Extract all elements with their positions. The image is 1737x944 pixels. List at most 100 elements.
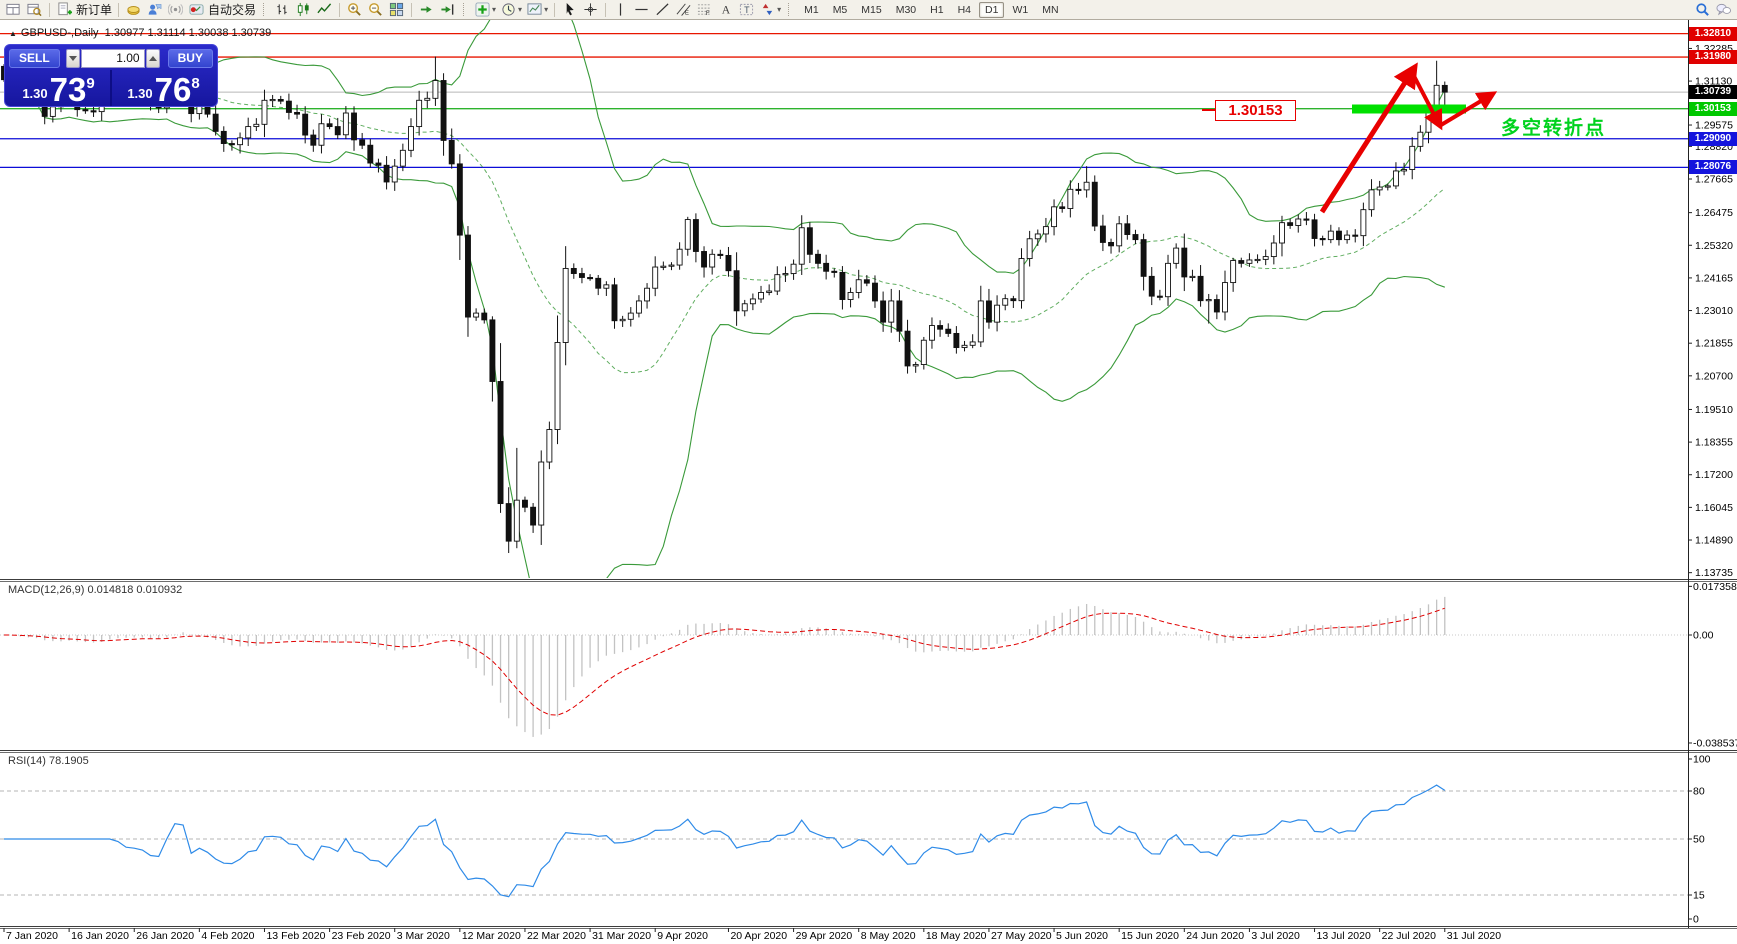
svg-text:100: 100 xyxy=(1693,754,1711,766)
main-price-panel xyxy=(0,20,1688,578)
fibonacci-icon[interactable]: F xyxy=(694,1,715,19)
autotrade-button[interactable]: 自动交易 xyxy=(186,1,258,19)
price-badge: 1.30739 xyxy=(1689,85,1737,99)
volume-input[interactable]: 1.00 xyxy=(80,48,145,68)
svg-text:15: 15 xyxy=(1693,890,1705,902)
chart-title: ▲ GBPUSD-,Daily 1.30977 1.31114 1.30038 1… xyxy=(9,27,271,39)
sell-button[interactable]: SELL xyxy=(9,48,60,68)
bounce-arrow xyxy=(1439,91,1498,127)
timeframe-m1[interactable]: M1 xyxy=(804,3,819,16)
svg-text:1.21855: 1.21855 xyxy=(1695,338,1733,350)
svg-text:1.23010: 1.23010 xyxy=(1695,305,1733,317)
chart-shift-icon[interactable] xyxy=(437,1,458,19)
timeframe-mn[interactable]: MN xyxy=(1042,3,1059,16)
crosshair-icon[interactable] xyxy=(580,1,601,19)
new-chart-icon[interactable] xyxy=(3,1,24,19)
search-icon[interactable] xyxy=(1692,1,1713,19)
chevron-down-icon[interactable]: ▾ xyxy=(492,5,497,14)
svg-text:15 Jun 2020: 15 Jun 2020 xyxy=(1121,930,1179,942)
bar-chart-icon[interactable] xyxy=(272,1,293,19)
chart-title-symbol: GBPUSD-,Daily xyxy=(20,27,99,39)
zoom-out-icon xyxy=(367,2,384,18)
community-icon[interactable] xyxy=(144,1,165,19)
svg-text:F: F xyxy=(706,10,710,17)
collapse-icon[interactable]: ▲ xyxy=(9,29,17,38)
chevron-down-icon[interactable]: ▾ xyxy=(544,5,549,14)
toolbar-separator xyxy=(554,2,556,17)
bollinger-upper-band xyxy=(3,20,1446,274)
macd-histogram xyxy=(11,596,1446,737)
periods-icon[interactable]: ▾ xyxy=(498,1,524,19)
fibonacci-icon: F xyxy=(696,2,713,18)
volume-increase-button[interactable] xyxy=(145,48,160,68)
indicators-icon[interactable]: ▾ xyxy=(472,1,498,19)
buy-price[interactable]: 1.30 76 8 xyxy=(114,70,213,106)
svg-text:50: 50 xyxy=(1693,834,1705,846)
zoom-out-icon[interactable] xyxy=(365,1,386,19)
news-icon[interactable] xyxy=(165,1,186,19)
autotrade-icon xyxy=(188,2,205,18)
chevron-down-icon[interactable]: ▾ xyxy=(777,5,782,14)
channel-icon[interactable]: E xyxy=(673,1,694,19)
bar-chart-icon xyxy=(274,2,291,18)
hline-icon[interactable] xyxy=(631,1,652,19)
sell-price[interactable]: 1.30 73 9 xyxy=(9,70,108,106)
news-icon xyxy=(167,2,184,18)
trendline-icon[interactable] xyxy=(652,1,673,19)
volume-decrease-button[interactable] xyxy=(65,48,80,68)
tile-windows-icon[interactable] xyxy=(386,1,407,19)
vline-icon[interactable] xyxy=(610,1,631,19)
auto-scroll-icon xyxy=(418,2,435,18)
indicators-icon xyxy=(474,2,491,18)
macd-signal-line xyxy=(3,607,1445,716)
svg-text:1.31130: 1.31130 xyxy=(1695,76,1732,88)
label-icon[interactable]: T xyxy=(736,1,757,19)
price-badge: 1.28076 xyxy=(1689,160,1737,174)
metaeditor-icon[interactable] xyxy=(123,1,144,19)
price-callout-label[interactable]: 1.30153 xyxy=(1215,100,1296,121)
svg-text:22 Jul 2020: 22 Jul 2020 xyxy=(1382,930,1436,942)
svg-text:16 Jan 2020: 16 Jan 2020 xyxy=(71,930,129,942)
chat-icon xyxy=(1715,2,1732,18)
svg-text:1.24165: 1.24165 xyxy=(1695,272,1733,284)
toolbar-separator xyxy=(411,2,413,17)
svg-text:T: T xyxy=(744,5,750,15)
chat-icon[interactable] xyxy=(1713,1,1734,19)
svg-text:22 Mar 2020: 22 Mar 2020 xyxy=(527,930,586,942)
new-chart-icon xyxy=(5,2,22,18)
sell-price-sup: 9 xyxy=(86,75,95,92)
timeframe-m5[interactable]: M5 xyxy=(832,3,848,16)
new-order-icon xyxy=(56,2,73,18)
new-order-button[interactable]: 新订单 xyxy=(54,1,114,19)
svg-text:1.14890: 1.14890 xyxy=(1695,535,1733,547)
timeframe-w1[interactable]: W1 xyxy=(1012,3,1029,16)
cursor-icon[interactable] xyxy=(559,1,580,19)
timeframe-h1[interactable]: H1 xyxy=(930,3,944,16)
timeframe-m15[interactable]: M15 xyxy=(861,3,882,16)
triangle-down-icon xyxy=(68,55,77,61)
templates-icon[interactable]: ▾ xyxy=(524,1,550,19)
vline-icon xyxy=(612,2,629,18)
price-badge: 1.29090 xyxy=(1689,132,1737,146)
macd-panel xyxy=(0,596,1688,737)
timeframe-d1[interactable]: D1 xyxy=(979,1,1005,18)
auto-scroll-icon[interactable] xyxy=(416,1,437,19)
buy-button[interactable]: BUY xyxy=(167,48,213,68)
cursor-icon xyxy=(561,2,578,18)
chevron-down-icon[interactable]: ▾ xyxy=(518,5,523,14)
text-icon[interactable]: A xyxy=(715,1,736,19)
turning-point-annotation[interactable]: 多空转折点 xyxy=(1501,118,1607,139)
svg-text:1.19510: 1.19510 xyxy=(1695,404,1733,416)
svg-text:80: 80 xyxy=(1693,786,1705,798)
line-chart-icon[interactable] xyxy=(314,1,335,19)
toolbar: 新订单 自动交易 ▾ ▾ ▾ E F A T ▾ M1 M5 M15 M30 H1 H4 D1 W1 MN xyxy=(0,0,1737,20)
new-order-button-label: 新订单 xyxy=(76,3,113,17)
svg-text:1.20700: 1.20700 xyxy=(1695,370,1733,382)
zoom-in-icon[interactable] xyxy=(344,1,365,19)
timeframe-m30[interactable]: M30 xyxy=(895,3,917,16)
timeframe-h4[interactable]: H4 xyxy=(957,3,972,16)
profiles-icon[interactable] xyxy=(24,1,45,19)
candlestick-chart-icon[interactable] xyxy=(293,1,314,19)
arrows-icon[interactable]: ▾ xyxy=(757,1,783,19)
